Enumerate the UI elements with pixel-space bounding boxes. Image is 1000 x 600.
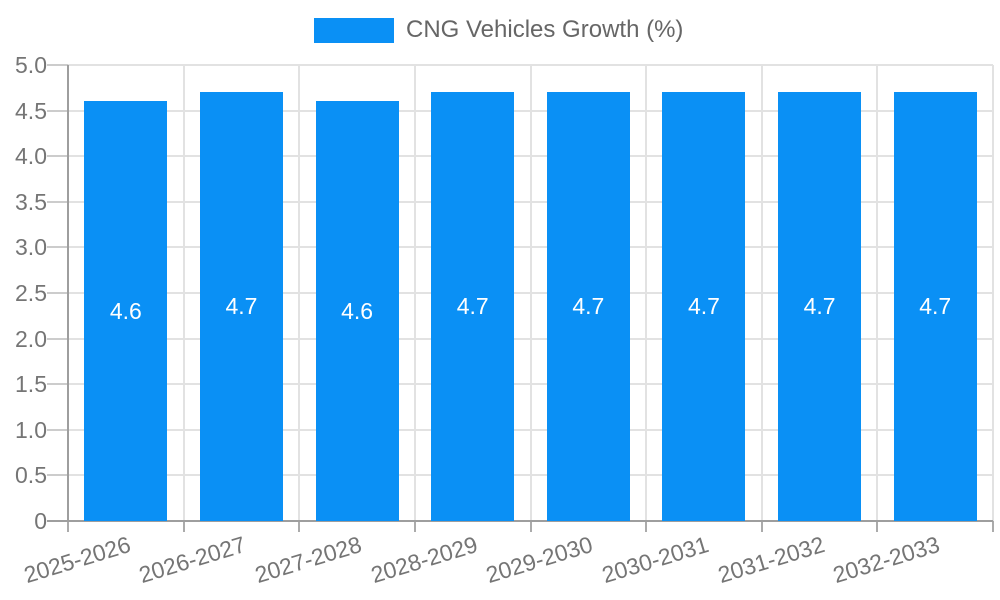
y-axis-line: [67, 65, 69, 522]
bar-value-label: 4.7: [225, 293, 258, 320]
chart-legend[interactable]: CNG Vehicles Growth (%): [314, 16, 683, 44]
bar-2027-2028[interactable]: 4.6: [315, 101, 399, 521]
y-tick-mark: [47, 155, 68, 158]
bar-value-label: 4.7: [687, 293, 720, 320]
y-tick-mark: [47, 64, 68, 66]
y-tick-label: 1.5: [15, 371, 47, 398]
y-tick-mark: [47, 337, 68, 340]
bar-2029-2030[interactable]: 4.7: [546, 92, 630, 521]
y-tick-label: 5.0: [15, 52, 47, 78]
y-tick-mark: [47, 109, 68, 112]
x-tick-mark: [760, 521, 763, 532]
x-tick-label: 2030-2031: [598, 531, 712, 589]
y-tick-mark: [47, 246, 68, 249]
y-tick-label: 0.5: [15, 462, 47, 489]
x-tick-label: 2028-2029: [367, 531, 481, 589]
y-tick-mark: [47, 428, 68, 431]
bar-2032-2033[interactable]: 4.7: [893, 92, 977, 521]
x-tick-mark: [529, 521, 532, 532]
y-tick-label: 2.5: [15, 280, 47, 306]
x-tick-mark: [182, 521, 185, 532]
bar-2030-2031[interactable]: 4.7: [662, 92, 746, 521]
x-tick-label: 2032-2033: [829, 531, 943, 589]
y-tick-mark: [47, 200, 68, 203]
y-tick-label: 2.0: [15, 325, 47, 352]
x-gridline: [182, 65, 185, 521]
y-tick-label: 4.0: [15, 143, 47, 170]
x-axis-line: [47, 520, 993, 522]
bar-2025-2026[interactable]: 4.6: [84, 101, 168, 521]
y-tick-label: 4.5: [15, 97, 47, 124]
y-tick-label: 0: [34, 508, 47, 534]
y-tick-label: 1.0: [15, 416, 47, 443]
x-tick-mark: [645, 521, 648, 532]
x-gridline: [760, 65, 763, 521]
bar-value-label: 4.7: [919, 293, 952, 320]
x-tick-mark: [413, 521, 416, 532]
bar-2028-2029[interactable]: 4.7: [431, 92, 515, 521]
legend-label: CNG Vehicles Growth (%): [406, 16, 684, 43]
bar-2026-2027[interactable]: 4.7: [199, 92, 283, 521]
bar-value-label: 4.7: [803, 293, 836, 320]
y-tick-mark: [47, 292, 68, 294]
bar-value-label: 4.7: [572, 293, 605, 320]
x-gridline: [413, 65, 416, 521]
x-tick-label: 2025-2026: [20, 531, 134, 589]
legend-swatch: [314, 17, 394, 43]
x-gridline: [529, 65, 532, 521]
bar-value-label: 4.7: [456, 293, 489, 320]
y-tick-label: 3.0: [15, 234, 47, 261]
x-tick-label: 2026-2027: [136, 531, 250, 589]
x-gridline: [645, 65, 648, 521]
y-tick-label: 3.5: [15, 188, 47, 215]
x-tick-mark: [992, 521, 994, 532]
x-tick-mark: [67, 521, 69, 532]
x-gridline: [298, 65, 301, 521]
x-gridline: [876, 65, 879, 521]
x-tick-label: 2031-2032: [714, 531, 828, 589]
x-gridline: [992, 65, 994, 521]
x-tick-label: 2029-2030: [483, 531, 596, 589]
x-tick-mark: [298, 521, 301, 532]
bar-value-label: 4.6: [341, 297, 374, 324]
y-tick-mark: [47, 474, 68, 477]
x-tick-label: 2027-2028: [251, 531, 365, 589]
y-tick-mark: [47, 383, 68, 386]
bar-value-label: 4.6: [109, 297, 142, 324]
x-tick-mark: [876, 521, 879, 532]
bar-2031-2032[interactable]: 4.7: [778, 92, 862, 521]
